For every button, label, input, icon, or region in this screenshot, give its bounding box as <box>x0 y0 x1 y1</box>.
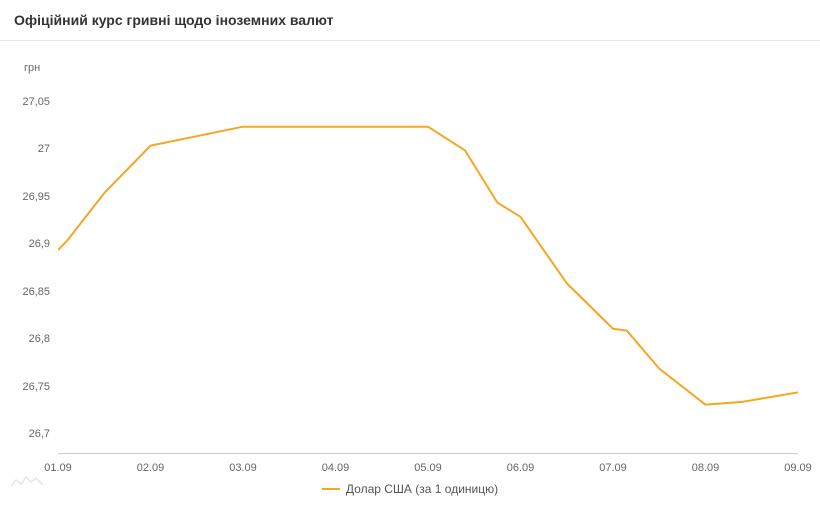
x-tick-label: 07.09 <box>599 462 627 474</box>
x-tick-label: 01.09 <box>44 462 72 474</box>
legend-label: Долар США (за 1 одиницю) <box>346 482 498 496</box>
y-tick-label: 26,7 <box>10 428 50 440</box>
x-tick-label: 03.09 <box>229 462 257 474</box>
y-tick-label: 27,05 <box>10 96 50 108</box>
range-scrubber-icon[interactable] <box>10 474 44 490</box>
chart-legend: Долар США (за 1 одиницю) <box>322 482 498 496</box>
x-tick-label: 02.09 <box>137 462 165 474</box>
line-chart-plot <box>58 84 798 454</box>
x-tick-label: 08.09 <box>692 462 720 474</box>
x-tick-label: 05.09 <box>414 462 442 474</box>
y-tick-label: 26,75 <box>10 381 50 393</box>
y-tick-label: 27 <box>10 143 50 155</box>
legend-swatch <box>322 488 340 490</box>
series-line <box>58 127 798 405</box>
y-tick-label: 26,8 <box>10 333 50 345</box>
x-tick-label: 04.09 <box>322 462 350 474</box>
title-divider <box>0 40 820 41</box>
chart-title: Офіційний курс гривні щодо іноземних вал… <box>0 0 820 28</box>
y-tick-label: 26,9 <box>10 238 50 250</box>
y-axis-unit-label: грн <box>24 62 40 74</box>
x-tick-label: 06.09 <box>507 462 535 474</box>
chart-container: грн 26,7 26,75 26,8 26,85 26,9 26,95 27 27,05 0… <box>0 54 820 494</box>
x-tick-label: 09.09 <box>784 462 812 474</box>
y-tick-label: 26,85 <box>10 286 50 298</box>
y-tick-label: 26,95 <box>10 191 50 203</box>
